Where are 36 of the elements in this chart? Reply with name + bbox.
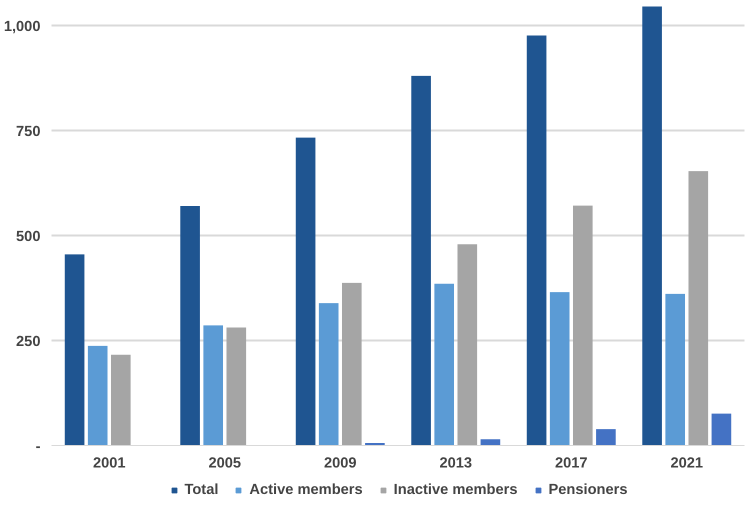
bar — [110, 354, 131, 446]
bar — [296, 138, 316, 446]
bar — [480, 439, 500, 446]
bar — [342, 282, 362, 446]
y-tick-label: 750 — [16, 124, 41, 140]
bar — [226, 327, 246, 446]
x-tick-label: 2005 — [208, 456, 242, 472]
bar — [665, 294, 686, 446]
bar — [411, 76, 431, 446]
bar — [572, 206, 593, 446]
bar — [550, 292, 570, 446]
x-tick-label: 2013 — [439, 456, 472, 472]
y-tick-label: 500 — [16, 228, 41, 245]
bar — [457, 244, 478, 446]
bar — [688, 171, 708, 446]
x-tick-label: 2009 — [324, 456, 357, 472]
bar — [203, 325, 224, 446]
y-tick-label: 250 — [16, 334, 41, 350]
legend-label: Pensioners — [548, 482, 628, 498]
bar — [180, 206, 200, 446]
legend-label: Inactive members — [394, 482, 518, 498]
bar — [642, 6, 662, 446]
bar — [712, 414, 732, 446]
bar — [434, 284, 454, 446]
bar — [596, 429, 616, 446]
bar — [88, 346, 108, 446]
x-tick-label: 2021 — [670, 456, 704, 472]
bar — [526, 35, 546, 446]
legend-label: Total — [184, 482, 218, 498]
bar — [64, 254, 84, 446]
y-tick-label: 1,000 — [4, 18, 41, 35]
bar — [318, 303, 339, 446]
y-tick-label: - — [36, 439, 41, 455]
legend-label: Active members — [249, 482, 363, 498]
x-tick-label: 2017 — [554, 456, 588, 472]
x-tick-label: 2001 — [92, 456, 126, 472]
